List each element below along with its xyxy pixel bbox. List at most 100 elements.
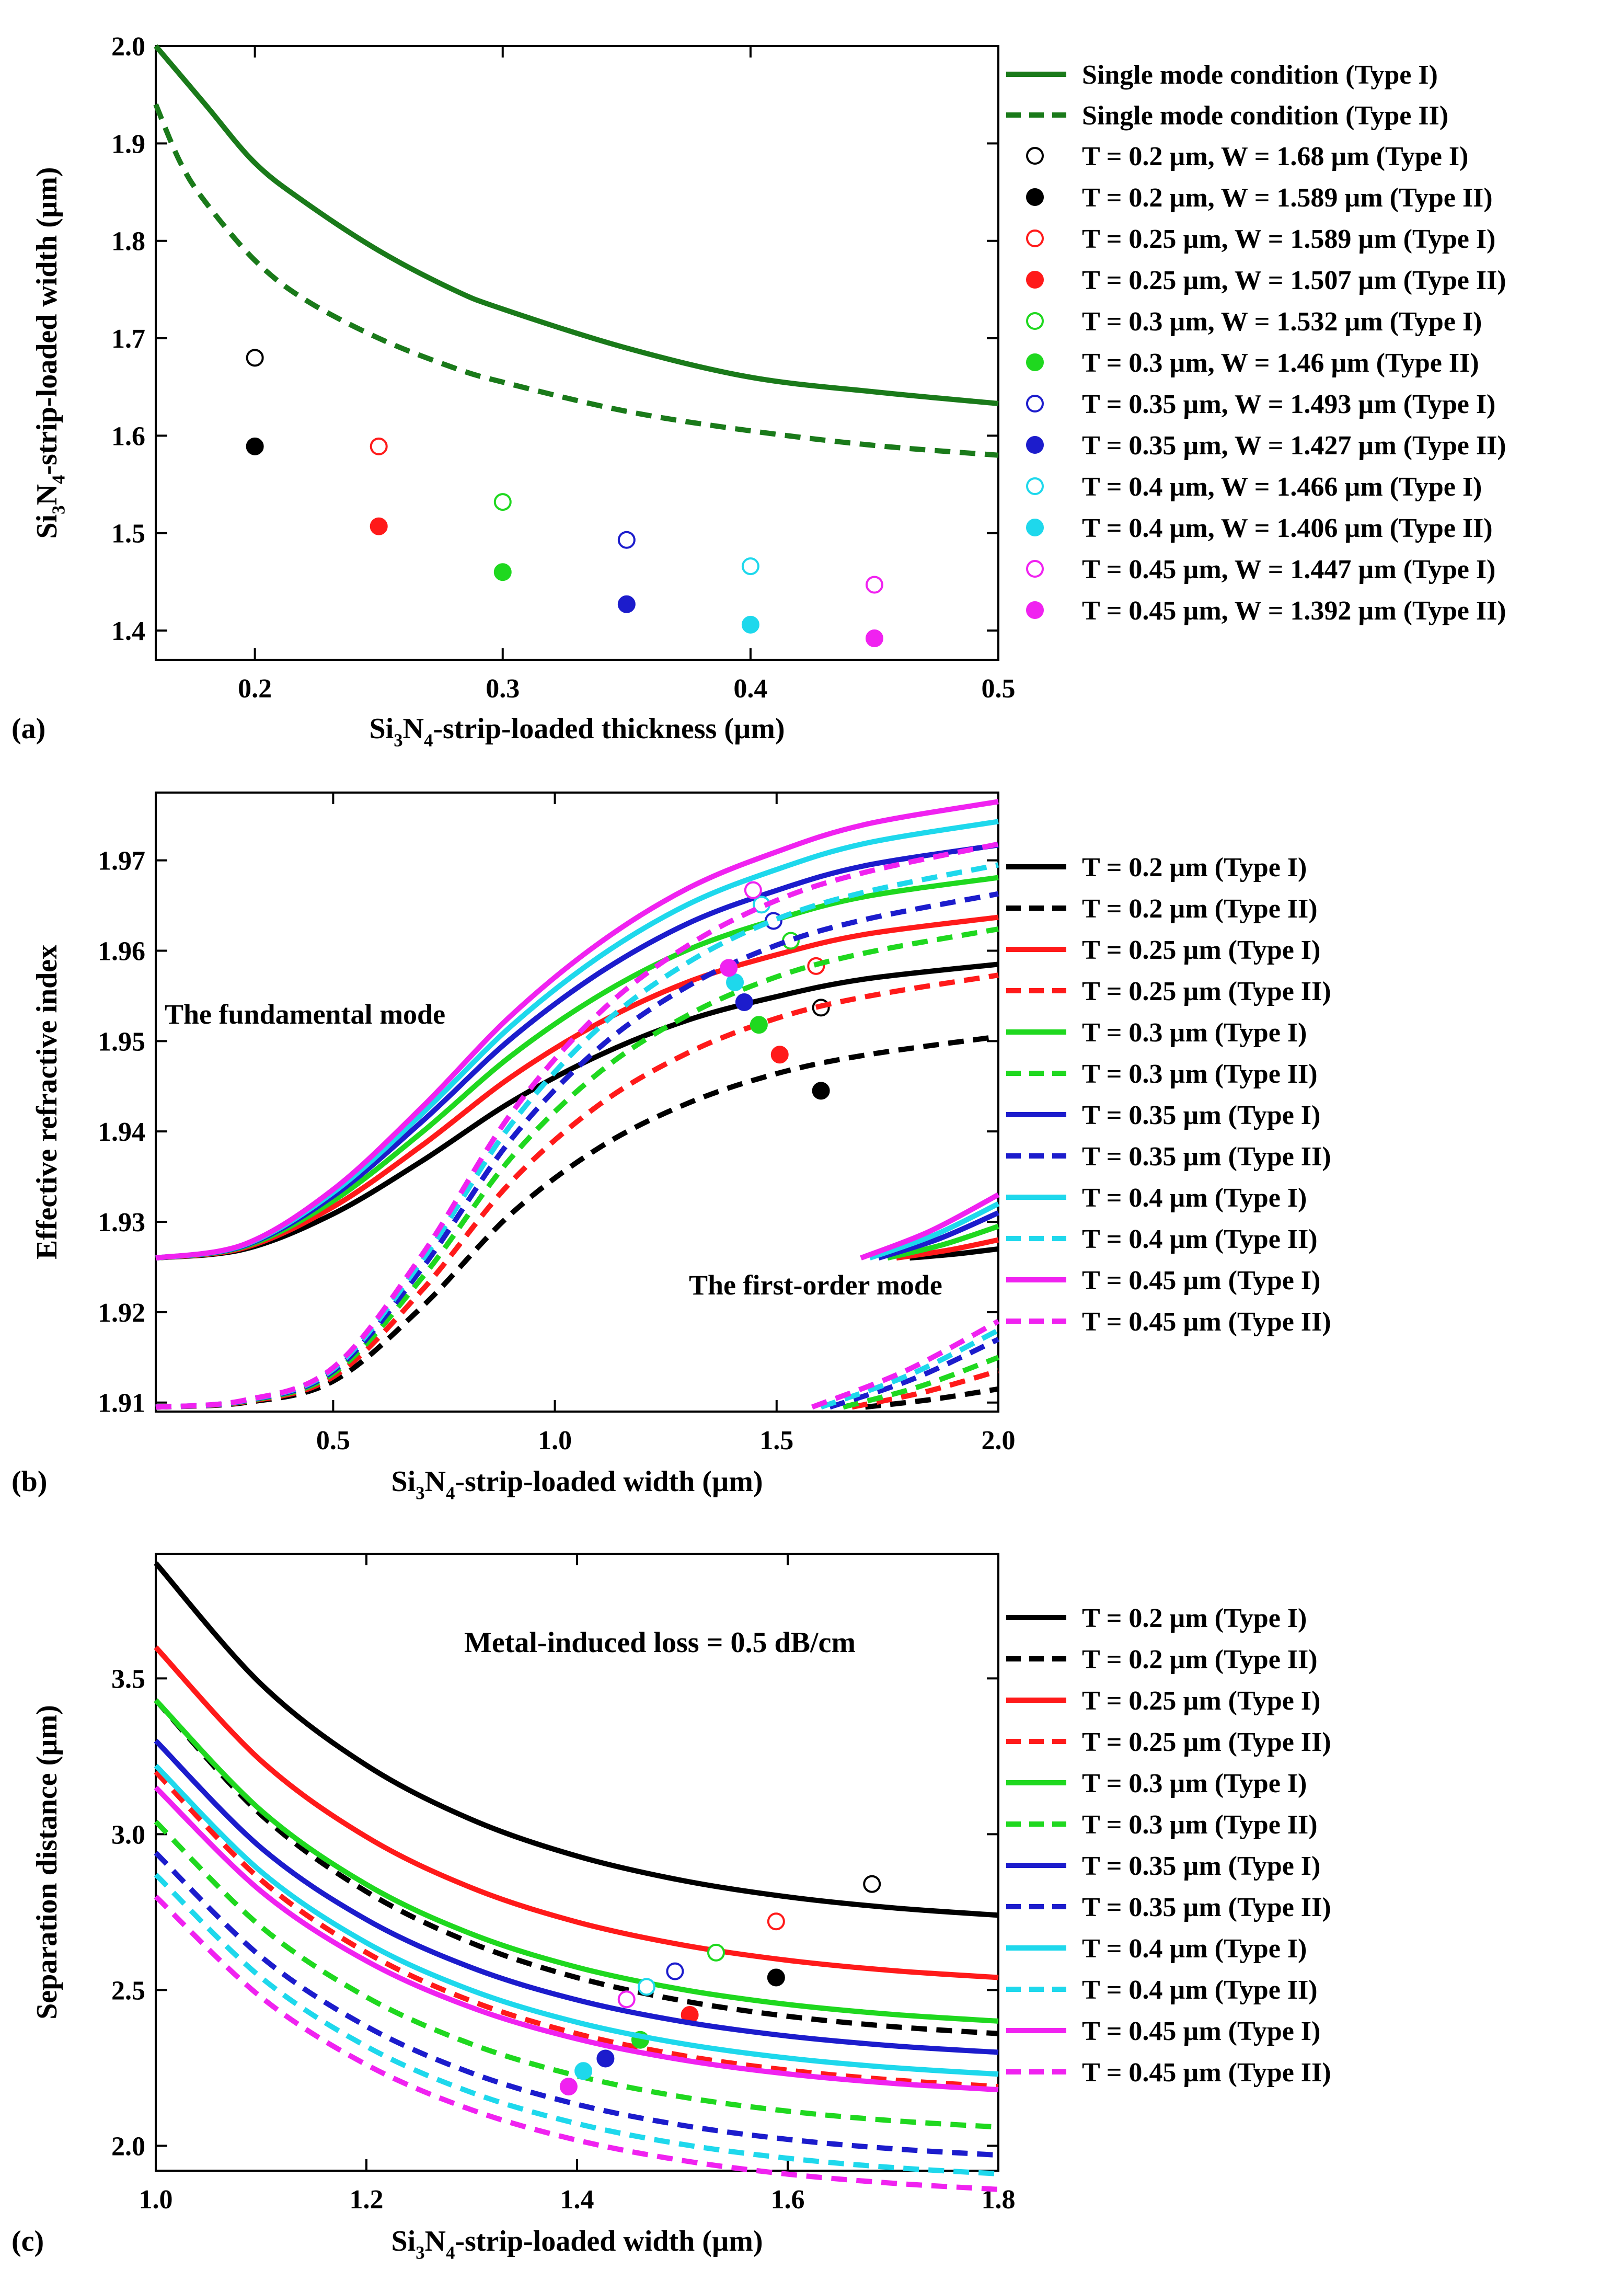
subscript: 3	[416, 1483, 424, 1504]
legend-label: T = 0.2 µm (Type II)	[1082, 894, 1318, 924]
panel-label: (b)	[11, 1465, 47, 1498]
legend-marker	[1026, 560, 1044, 578]
legend-label: T = 0.2 µm (Type I)	[1082, 853, 1307, 882]
data-point	[493, 493, 512, 511]
label-part: -strip-loaded width (µm)	[31, 167, 63, 475]
fundamental-mode-curve	[155, 862, 999, 1410]
separation-curve	[154, 1739, 999, 2055]
y-axis-label: Si3N4-strip-loaded width (µm)	[31, 167, 69, 538]
data-point	[720, 959, 738, 977]
legend-marker	[1026, 188, 1044, 206]
y-axis-label: Effective refractive index	[31, 945, 63, 1259]
loss-annotation: Metal-induced loss = 0.5 dB/cm	[464, 1626, 856, 1659]
x-tick-label: 1.5	[759, 1426, 793, 1455]
first-order-mode-curve	[828, 1337, 1000, 1410]
label-part: Si	[369, 713, 394, 745]
separation-curve	[154, 1763, 999, 2077]
legend-label: Single mode condition (Type I)	[1082, 60, 1438, 90]
legend-label: T = 0.3 µm (Type II)	[1082, 1059, 1318, 1089]
legend-label: T = 0.25 µm (Type II)	[1082, 1727, 1331, 1757]
x-tick-label: 1.2	[350, 2185, 384, 2215]
x-tick-label: 1.0	[538, 1426, 572, 1455]
panel-label: (c)	[11, 2225, 44, 2257]
label-part: -strip-loaded thickness (µm)	[433, 713, 785, 745]
data-point	[370, 437, 388, 455]
legend-label: T = 0.25 µm (Type II)	[1082, 977, 1331, 1006]
x-tick-label: 0.3	[486, 674, 520, 704]
legend-label: T = 0.3 µm (Type I)	[1082, 1769, 1307, 1798]
label-part: Si	[391, 2225, 416, 2257]
separation-curve	[154, 1561, 999, 1918]
fundamental-mode-curve	[155, 961, 999, 1261]
subscript: 3	[416, 2243, 424, 2263]
data-point	[617, 531, 636, 549]
axes-1: 0.5 1.0 1.5 2.0 1.91 1.92 1.93 1.94 1.95 1.96 1.97	[98, 792, 1016, 1455]
legend-marker	[1026, 519, 1044, 536]
legend-label: T = 0.4 µm (Type II)	[1082, 1224, 1318, 1254]
legend-label: T = 0.2 µm, W = 1.589 µm (Type II)	[1082, 183, 1493, 213]
single-mode-curve	[153, 103, 999, 458]
y-tick-label: 1.8	[111, 227, 145, 257]
legend-label: T = 0.3 µm, W = 1.46 µm (Type II)	[1082, 348, 1479, 378]
subscript: 4	[446, 1483, 455, 1504]
separation-curve	[154, 1645, 999, 1980]
legend-label: T = 0.45 µm (Type II)	[1082, 1307, 1331, 1337]
data-point	[617, 595, 636, 613]
legend-label: T = 0.25 µm, W = 1.589 µm (Type I)	[1082, 224, 1495, 254]
legend-marker	[1026, 601, 1044, 619]
data-point	[741, 615, 759, 634]
first-order-mode-curve	[869, 1201, 1000, 1260]
legend-label: T = 0.35 µm, W = 1.493 µm (Type I)	[1082, 389, 1495, 419]
data-point	[574, 2062, 593, 2080]
legend-label: T = 0.45 µm (Type II)	[1082, 2058, 1331, 2088]
separation-curve	[154, 1819, 999, 2130]
data-point	[559, 2078, 578, 2096]
legend-label: T = 0.45 µm, W = 1.392 µm (Type II)	[1082, 596, 1506, 626]
fundamental-mode-curve	[155, 891, 999, 1410]
panel-label: (a)	[11, 713, 45, 745]
y-tick-label: 1.97	[98, 846, 145, 876]
separation-curve	[154, 1785, 999, 2093]
legend-label: Single mode condition (Type II)	[1082, 101, 1448, 131]
data-point	[744, 881, 762, 899]
legend-marker	[1026, 271, 1044, 289]
data-point	[767, 1912, 785, 1931]
subscript: 4	[446, 2243, 455, 2263]
y-tick-label: 2.5	[111, 1976, 145, 2005]
data-point	[246, 349, 264, 367]
data-point	[637, 1978, 655, 1996]
x-tick-label: 1.4	[560, 2185, 594, 2215]
axes-0: 0.2 0.3 0.4 0.5 1.4 1.5 1.6 1.7 1.8 1.9 2.0	[111, 32, 1016, 704]
data-point	[863, 1875, 881, 1893]
first-order-mode-curve	[896, 1237, 999, 1261]
data-point	[666, 1962, 684, 1980]
legend-label: T = 0.3 µm (Type I)	[1082, 1018, 1307, 1048]
legend-label: T = 0.4 µm, W = 1.466 µm (Type I)	[1082, 472, 1482, 502]
x-tick-label: 1.0	[139, 2185, 173, 2215]
legend-label: T = 0.4 µm (Type II)	[1082, 1975, 1318, 2005]
fundamental-mode-curve	[155, 1034, 999, 1410]
label-part: -strip-loaded width (µm)	[455, 1465, 763, 1498]
separation-curve	[154, 1873, 999, 2176]
y-axis-label: Separation distance (µm)	[31, 1705, 63, 2020]
data-point	[596, 2049, 615, 2068]
legend-marker	[1026, 353, 1044, 371]
data-point	[735, 993, 753, 1012]
label-part: Si	[391, 1465, 416, 1498]
legend-label: T = 0.35 µm (Type II)	[1082, 1893, 1331, 1922]
x-tick-label: 0.2	[238, 674, 272, 704]
separation-curve	[154, 1770, 999, 2090]
legend-label: T = 0.25 µm (Type I)	[1082, 935, 1320, 965]
x-tick-label: 1.6	[771, 2185, 805, 2215]
data-point	[812, 1082, 830, 1100]
separation-curve	[154, 1851, 999, 2158]
legend-label: T = 0.4 µm, W = 1.406 µm (Type II)	[1082, 513, 1493, 543]
data-point	[707, 1943, 725, 1962]
legend-label: T = 0.45 µm, W = 1.447 µm (Type I)	[1082, 555, 1495, 584]
data-point	[750, 1016, 768, 1034]
y-tick-label: 3.5	[111, 1664, 145, 1694]
fundamental-mode-curve	[155, 972, 999, 1410]
legend-label: T = 0.35 µm, W = 1.427 µm (Type II)	[1082, 431, 1506, 461]
fundamental-mode-curve	[155, 926, 999, 1410]
subscript: 3	[49, 505, 69, 514]
